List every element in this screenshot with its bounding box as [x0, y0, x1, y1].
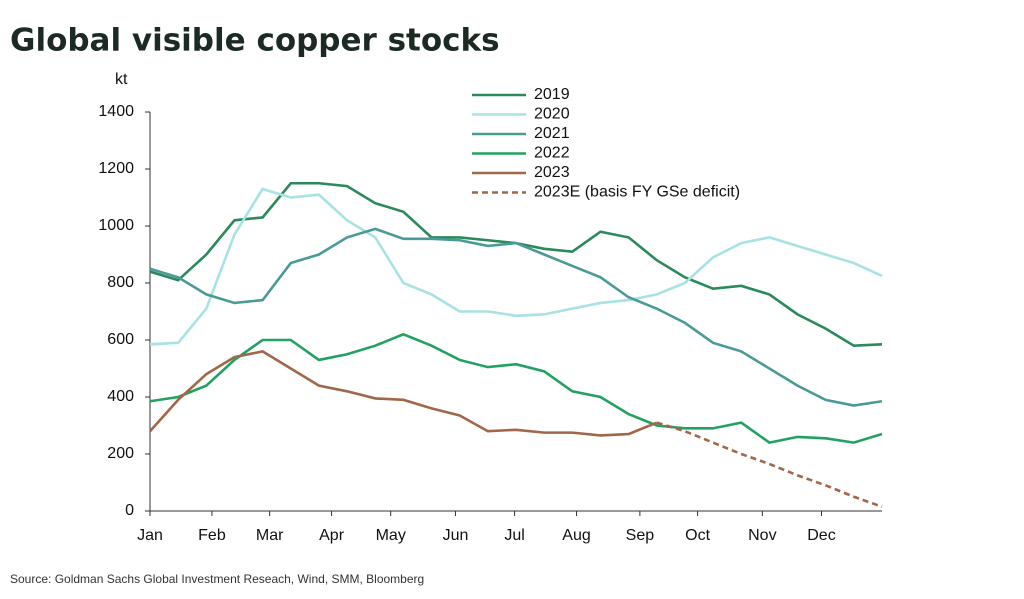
x-tick-label: Oct	[685, 527, 710, 544]
legend-label: 2023	[534, 164, 570, 181]
x-tick-label: Jun	[443, 527, 469, 544]
x-tick-label: Apr	[319, 527, 345, 544]
y-tick-label: 200	[107, 445, 134, 462]
series-line	[149, 350, 658, 437]
y-tick-label: 1400	[98, 103, 134, 120]
series-line	[656, 421, 883, 508]
legend-label: 2021	[534, 125, 570, 142]
source: Source: Goldman Sachs Global Investment …	[10, 572, 424, 586]
y-axis-label: kt	[115, 71, 128, 88]
series-line	[149, 187, 883, 346]
series-line	[149, 332, 883, 444]
series-line	[149, 181, 883, 348]
x-tick-label: Jan	[137, 527, 163, 544]
x-tick-label: Nov	[748, 527, 776, 544]
y-tick-label: 800	[107, 274, 134, 291]
legend-label: 2022	[534, 145, 570, 162]
y-tick-label: 0	[125, 502, 134, 519]
y-tick-label: 1200	[98, 160, 134, 177]
x-tick-label: Jul	[504, 527, 524, 544]
legend-label: 2023E (basis FY GSe deficit)	[534, 184, 740, 201]
x-tick-label: Dec	[807, 527, 835, 544]
x-tick-label: Mar	[256, 527, 284, 544]
y-tick-label: 600	[107, 331, 134, 348]
chart-title: Global visible copper stocks	[10, 23, 500, 59]
legend-label: 2020	[534, 106, 570, 123]
series-line	[149, 227, 883, 407]
x-tick-label: Feb	[198, 527, 226, 544]
x-tick-label: Aug	[562, 527, 590, 544]
y-tick-label: 400	[107, 388, 134, 405]
x-tick-label: Sep	[626, 527, 655, 544]
y-tick-label: 1000	[98, 217, 134, 234]
legend-label: 2019	[534, 86, 570, 103]
x-tick-label: May	[376, 527, 406, 544]
